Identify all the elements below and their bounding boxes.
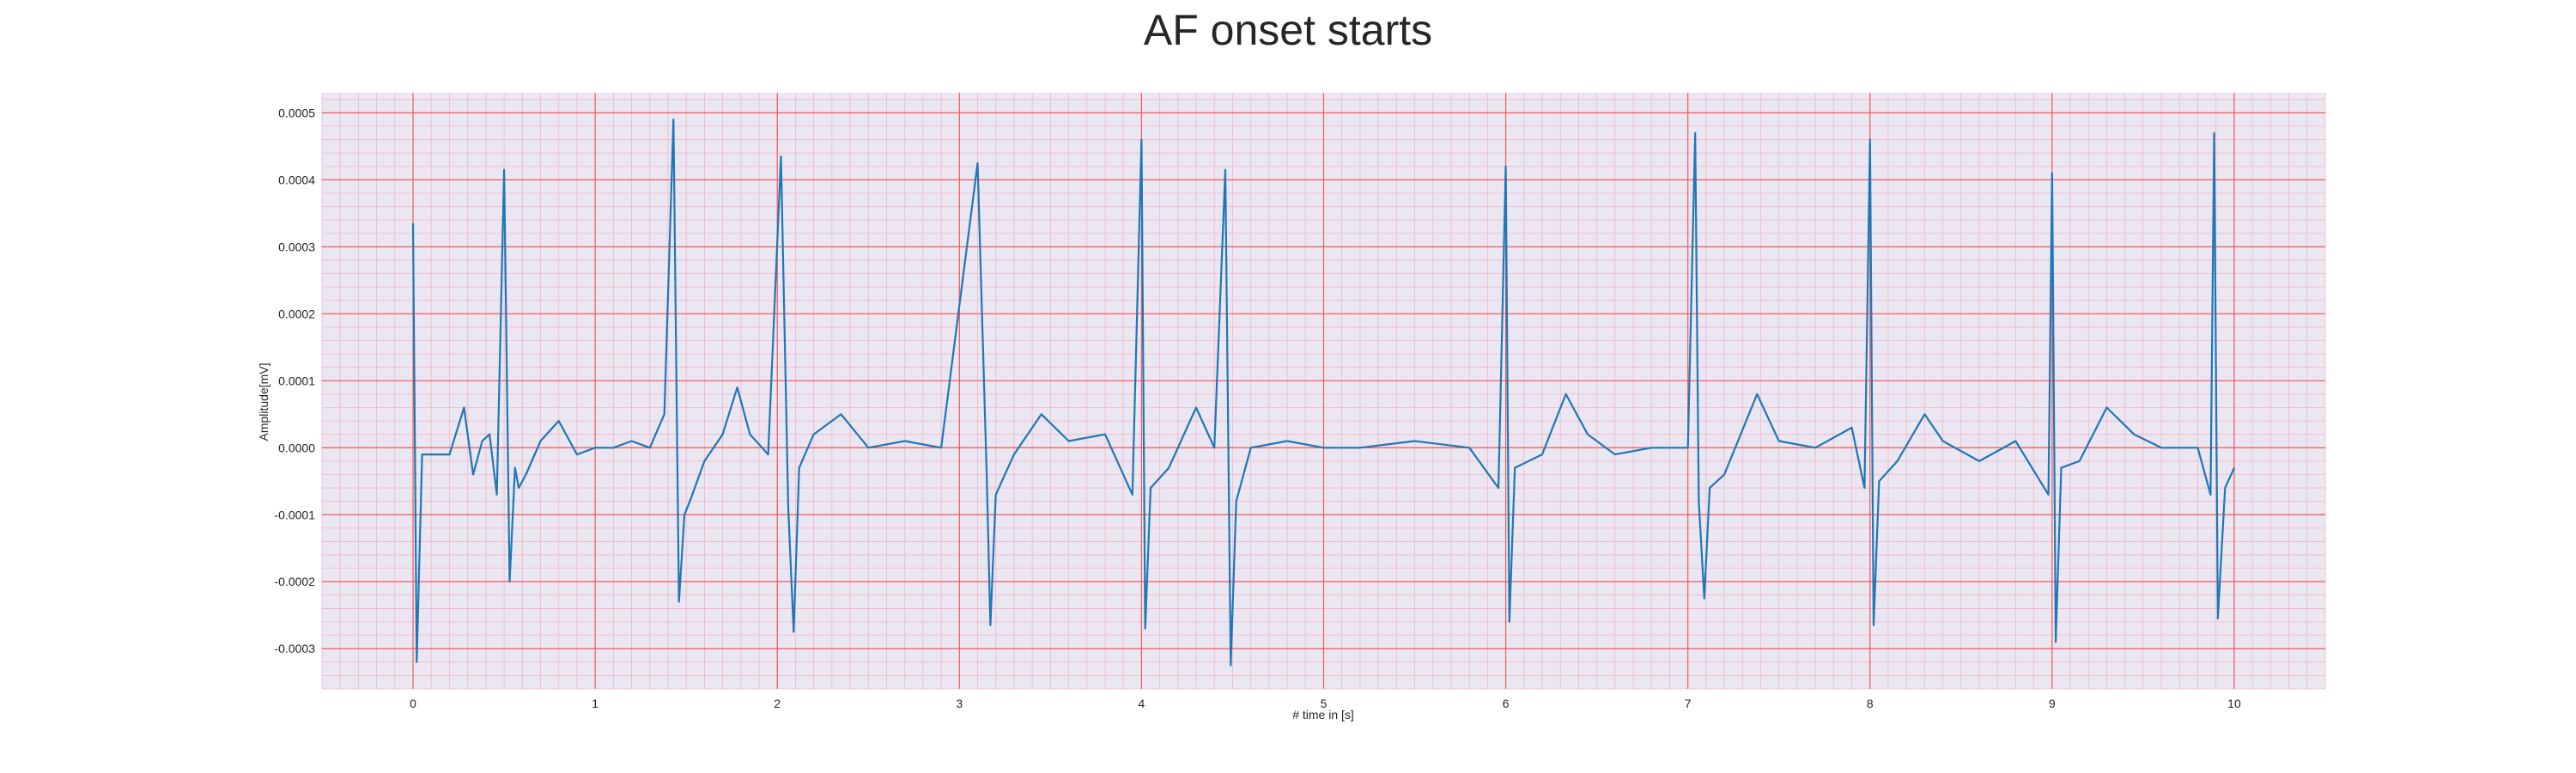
y-tick-label: 0.0004: [278, 173, 315, 186]
y-tick-label: -0.0003: [275, 642, 316, 655]
y-axis-label: Amplitude[mV]: [257, 362, 270, 441]
x-tick-label: 7: [1685, 697, 1692, 710]
y-tick-label: 0.0005: [278, 106, 315, 119]
x-axis-ticks: 0 1 2 3 4 5 6 7 8 9 10: [410, 697, 2241, 710]
x-axis-label: # time in [s]: [1292, 708, 1354, 721]
plot-area: [321, 93, 2326, 690]
y-tick-label: 0.0001: [278, 374, 315, 387]
y-tick-label: -0.0002: [275, 575, 316, 588]
x-tick-label: 10: [2227, 697, 2241, 710]
y-tick-label: 0.0000: [278, 441, 315, 454]
x-tick-label: 3: [956, 697, 963, 710]
x-tick-label: 0: [410, 697, 416, 710]
y-axis-ticks: 0.0005 0.0004 0.0003 0.0002 0.0001 0.0000 -0.0…: [275, 106, 316, 655]
ecg-series-line: [411, 119, 2236, 666]
major-grid: [322, 93, 2325, 689]
y-tick-label: -0.0001: [275, 508, 316, 521]
x-tick-label: 5: [1321, 697, 1327, 710]
x-tick-label: 1: [592, 697, 598, 710]
x-tick-label: 8: [1867, 697, 1874, 710]
x-tick-label: 4: [1139, 697, 1145, 710]
x-tick-label: 6: [1503, 697, 1510, 710]
x-tick-label: 2: [774, 697, 781, 710]
y-tick-label: 0.0003: [278, 240, 315, 253]
y-tick-label: 0.0002: [278, 307, 315, 320]
chart-title: AF onset starts: [1144, 6, 1432, 54]
x-tick-label: 9: [2049, 697, 2056, 710]
